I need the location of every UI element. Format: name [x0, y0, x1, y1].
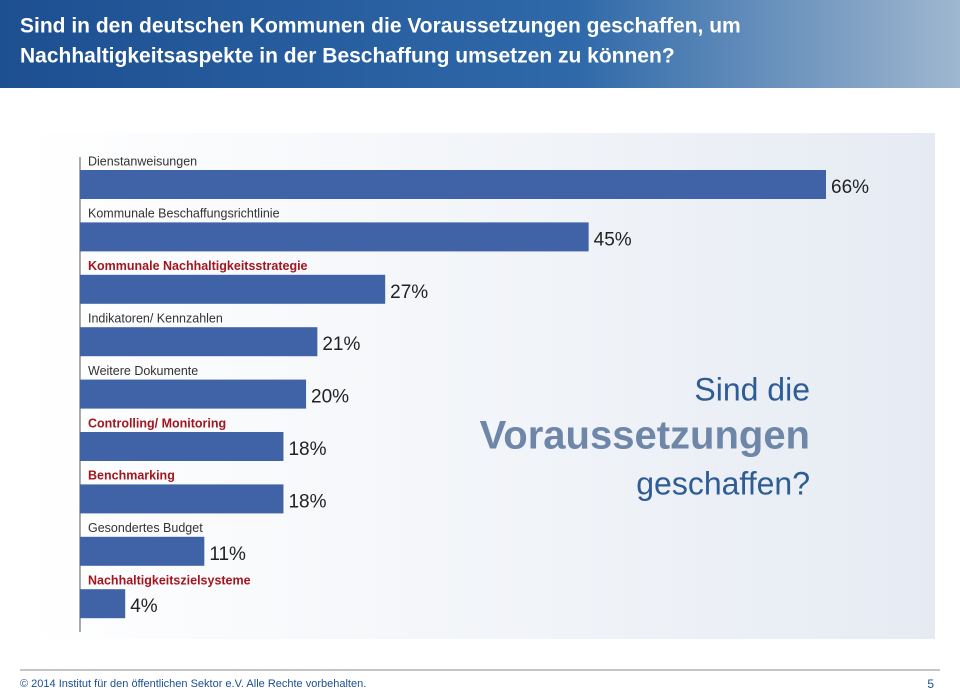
bar [80, 536, 205, 566]
category-label: Gesondertes Budget [88, 521, 203, 535]
category-label: Controlling/ Monitoring [88, 416, 226, 430]
value-label: 66% [831, 177, 869, 198]
value-label: 21% [322, 334, 360, 355]
bar [80, 222, 589, 252]
bar [80, 327, 318, 357]
annotation: Sind die [694, 371, 810, 407]
value-label: 11% [209, 544, 246, 565]
bar [80, 432, 284, 461]
bar [80, 589, 126, 619]
bar [80, 379, 307, 409]
page-number: 5 [927, 677, 934, 691]
annotation: Voraussetzungen [480, 414, 810, 458]
header-band [0, 0, 960, 88]
title-line: Sind in den deutschen Kommunen die Vorau… [20, 15, 741, 38]
value-label: 27% [390, 282, 428, 303]
category-label: Benchmarking [88, 469, 175, 483]
bar [80, 484, 284, 514]
footer: © 2014 Institut für den öffentlichen Sek… [20, 678, 366, 690]
category-label: Weitere Dokumente [88, 364, 198, 378]
category-label: Kommunale Beschaffungsrichtlinie [88, 207, 280, 221]
category-label: Dienstanweisungen [88, 154, 197, 168]
bar [80, 274, 386, 304]
value-label: 4% [130, 596, 158, 617]
value-label: 18% [288, 491, 326, 512]
category-label: Indikatoren/ Kennzahlen [88, 311, 223, 325]
annotation: geschaffen? [636, 465, 810, 501]
value-label: 18% [288, 439, 326, 460]
title-line: Nachhaltigkeitsaspekte in der Beschaffun… [20, 45, 675, 68]
value-label: 45% [594, 229, 632, 250]
value-label: 20% [311, 387, 349, 408]
category-label: Kommunale Nachhaltigkeitsstrategie [88, 259, 308, 273]
category-label: Nachhaltigkeitszielsysteme [88, 573, 251, 587]
bar [80, 170, 826, 199]
